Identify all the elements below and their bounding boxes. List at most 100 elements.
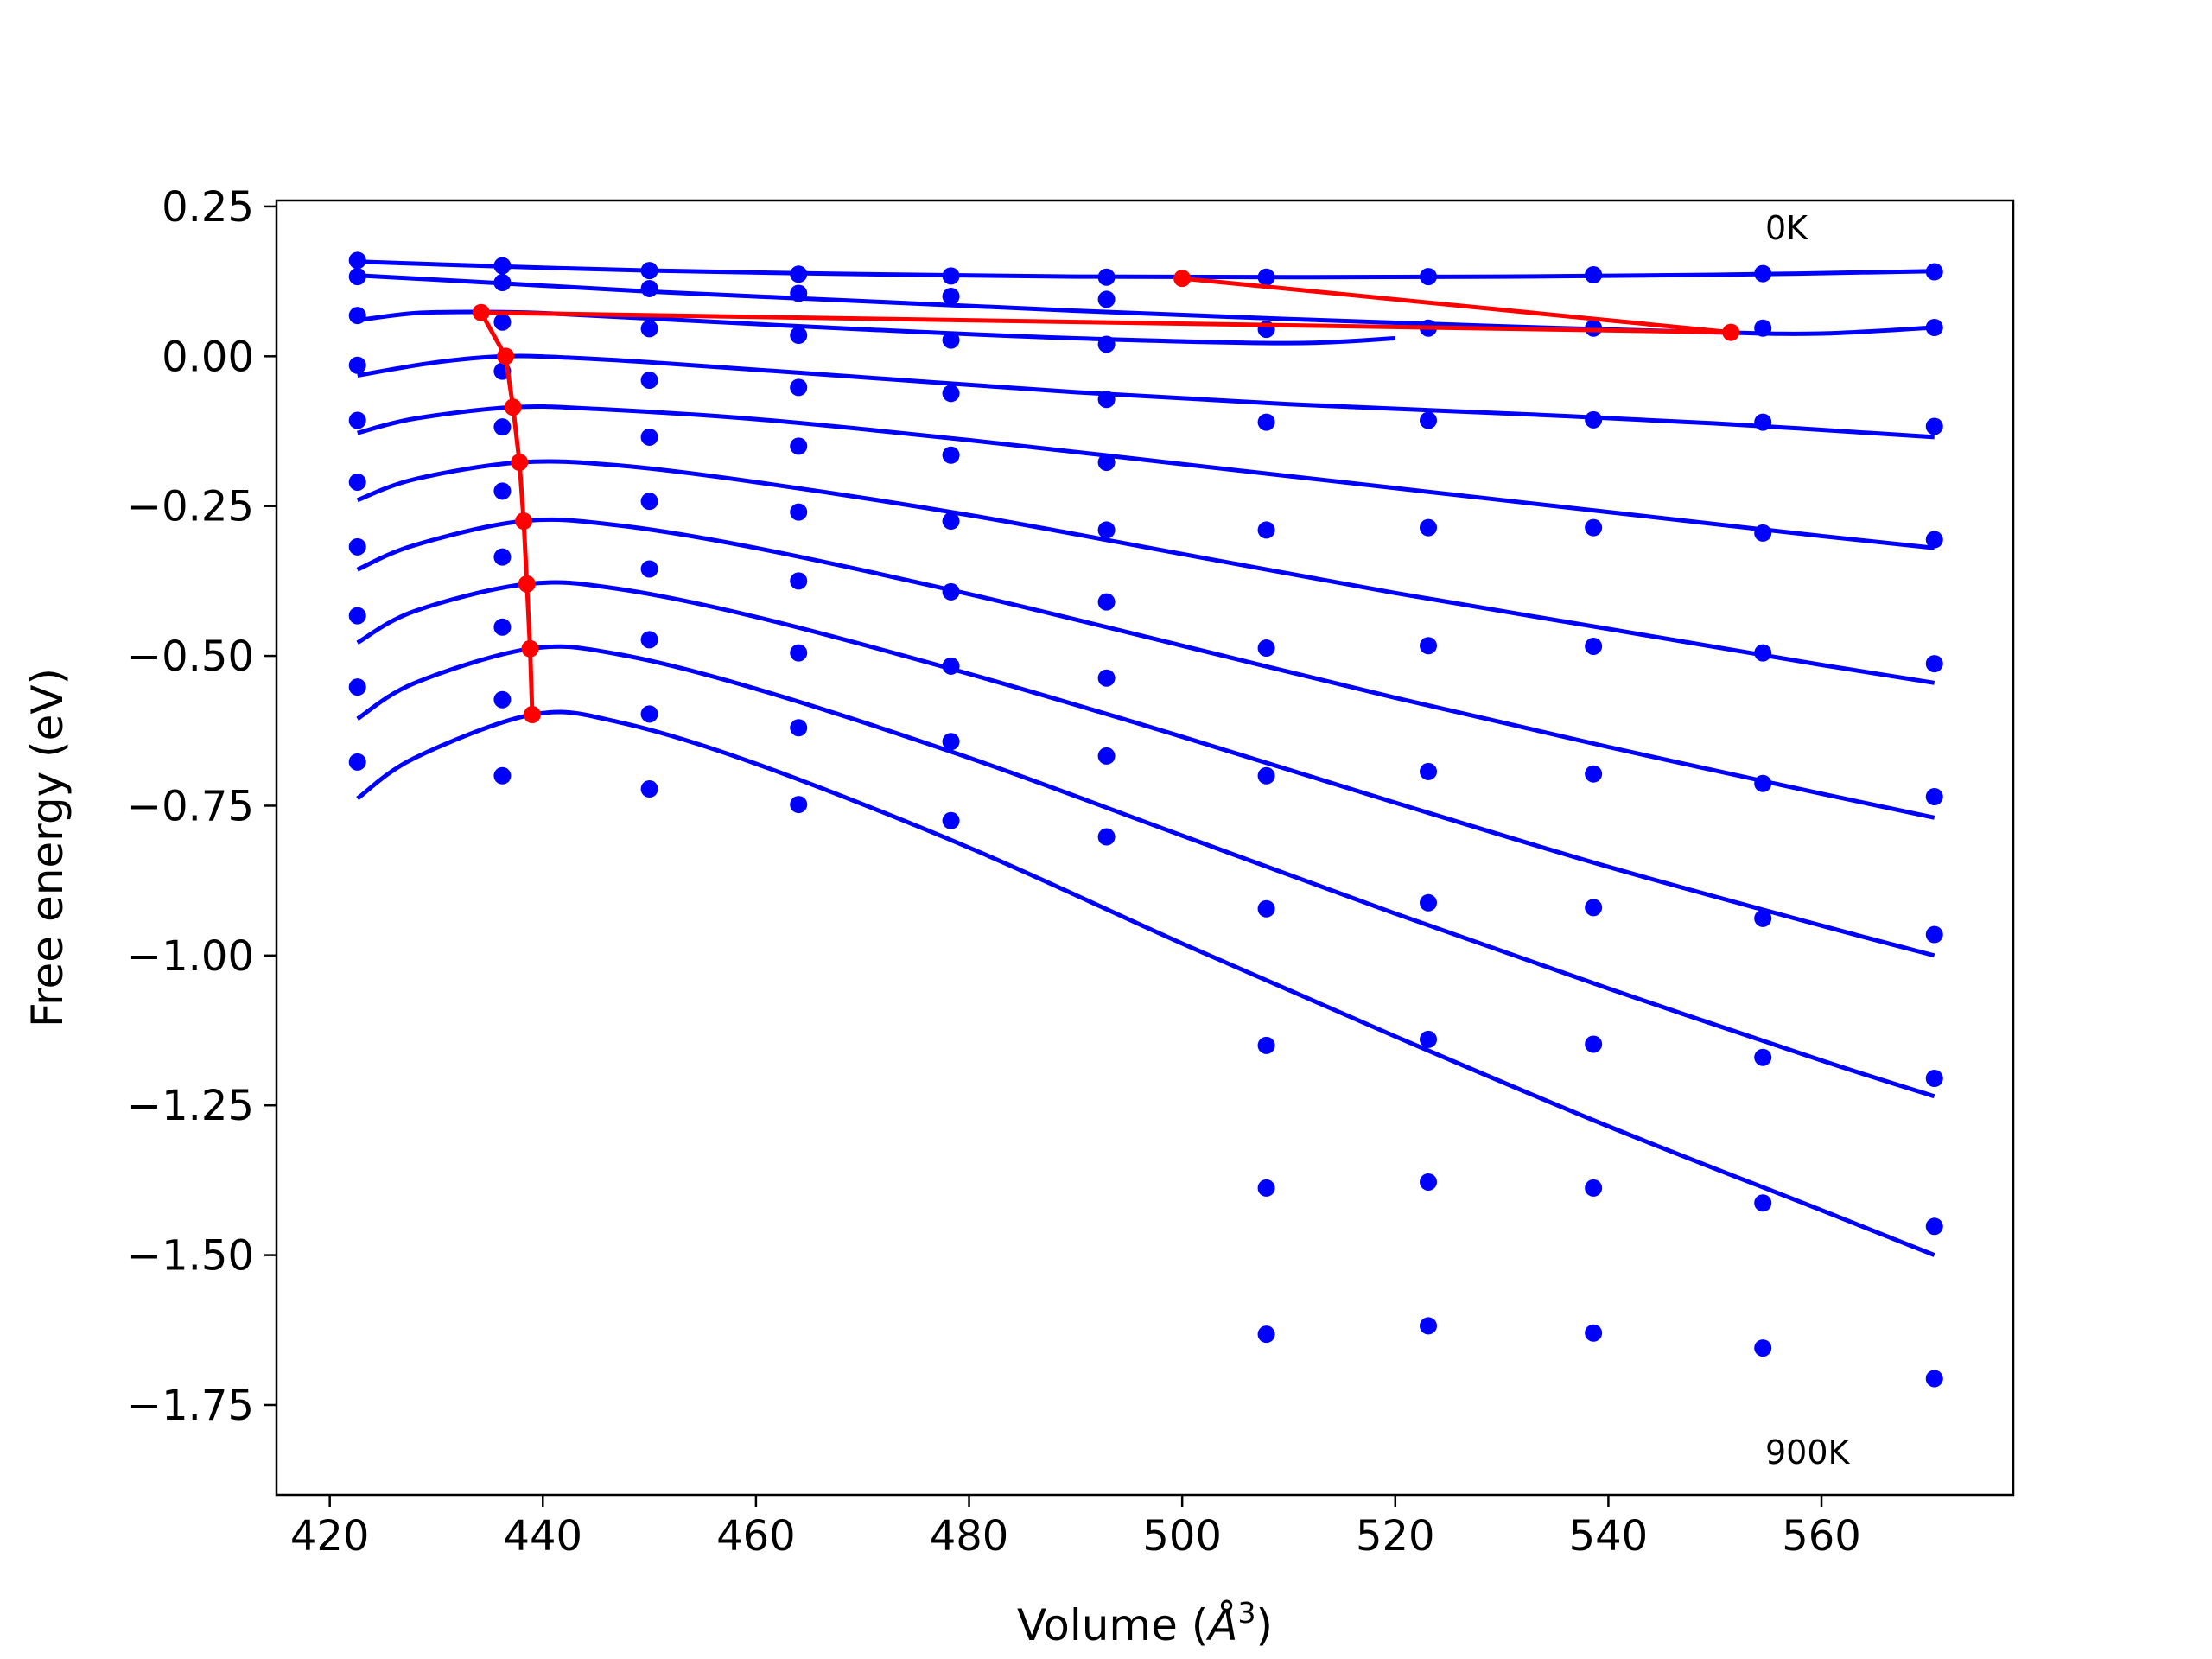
data-point-9-0 <box>348 753 366 771</box>
x-tick-label-460: 460 <box>716 1512 796 1560</box>
y-tick-label-1: 0.00 <box>162 333 254 381</box>
minimum-point-4 <box>504 398 522 416</box>
data-point-3-2 <box>640 372 658 390</box>
y-tick-label-4: −0.75 <box>127 782 254 830</box>
data-point-4-6 <box>1257 639 1275 658</box>
y-tick-label-5: −1.00 <box>127 932 254 981</box>
y-tick-label-2: −0.25 <box>127 483 254 531</box>
data-point-3-9 <box>1754 524 1772 542</box>
data-point-2-10 <box>1925 417 1943 435</box>
fit-curve-0 <box>357 259 1935 280</box>
minimum-point-9 <box>523 706 541 724</box>
data-point-4-2 <box>640 428 658 446</box>
data-point-2-0 <box>348 307 366 325</box>
data-point-5-10 <box>1925 788 1943 806</box>
plot-frame <box>275 199 2015 1497</box>
x-tick-label-560: 560 <box>1782 1512 1861 1560</box>
data-point-5-5 <box>1097 521 1116 539</box>
data-point-4-9 <box>1754 644 1772 662</box>
data-point-0-9 <box>1754 264 1772 283</box>
data-point-3-8 <box>1585 518 1603 537</box>
data-point-9-7 <box>1420 1317 1438 1335</box>
data-point-5-1 <box>493 482 512 500</box>
x-axis-ticks: 420 440 460 480 500 520 540 560 <box>290 1495 1861 1560</box>
data-point-6-8 <box>1585 899 1603 917</box>
data-point-9-2 <box>640 780 658 798</box>
data-point-1-0 <box>348 268 366 286</box>
data-point-2-4 <box>942 331 960 349</box>
data-point-2-6 <box>1257 413 1275 431</box>
data-point-6-0 <box>348 537 366 556</box>
data-point-2-1 <box>493 313 512 331</box>
data-point-7-4 <box>942 657 960 675</box>
data-point-2-5 <box>1097 335 1116 353</box>
data-point-7-9 <box>1754 1048 1772 1066</box>
data-point-0-4 <box>942 267 960 285</box>
data-point-5-4 <box>942 512 960 531</box>
data-point-8-2 <box>640 705 658 723</box>
data-point-8-1 <box>493 690 512 709</box>
data-point-8-8 <box>1585 1179 1603 1197</box>
data-point-2-8 <box>1585 410 1603 429</box>
data-point-9-3 <box>790 796 808 814</box>
data-point-9-5 <box>1097 828 1116 846</box>
minimum-point-1 <box>1722 323 1740 341</box>
data-point-9-9 <box>1754 1339 1772 1357</box>
minimum-point-8 <box>521 639 539 658</box>
data-point-5-7 <box>1420 762 1438 780</box>
data-point-8-4 <box>942 733 960 751</box>
minimum-point-7 <box>518 575 536 593</box>
minimum-point-0 <box>1173 270 1192 288</box>
data-point-0-2 <box>640 262 658 280</box>
data-point-2-2 <box>640 320 658 338</box>
minima-line-1 <box>479 310 1732 715</box>
data-point-1-9 <box>1754 319 1772 337</box>
data-point-9-10 <box>1925 1370 1943 1388</box>
y-axis-ticks: 0.25 0.00 −0.25 −0.50 −0.75 −1.00 −1.25 −1.50 −1… <box>127 183 276 1430</box>
data-point-1-3 <box>790 284 808 302</box>
data-point-4-3 <box>790 437 808 455</box>
x-tick-label-420: 420 <box>290 1512 370 1560</box>
data-point-4-1 <box>493 418 512 436</box>
data-point-3-3 <box>790 378 808 397</box>
data-point-7-8 <box>1585 1035 1603 1053</box>
data-point-5-2 <box>640 493 658 511</box>
data-point-8-6 <box>1257 1179 1275 1197</box>
data-point-8-3 <box>790 719 808 737</box>
data-point-1-1 <box>493 274 512 292</box>
data-point-7-3 <box>790 644 808 662</box>
data-points <box>348 251 1943 1388</box>
data-point-7-6 <box>1257 1036 1275 1054</box>
annotation-900k: 900K <box>1765 1433 1851 1471</box>
annotation-0k: 0K <box>1765 209 1808 247</box>
data-point-6-4 <box>942 582 960 601</box>
data-point-5-3 <box>790 503 808 521</box>
fit-curve-4 <box>357 404 1935 550</box>
data-point-8-7 <box>1420 1173 1438 1191</box>
x-tick-label-440: 440 <box>503 1512 582 1560</box>
data-point-0-5 <box>1097 268 1116 286</box>
y-tick-label-3: −0.50 <box>127 632 254 681</box>
data-point-1-2 <box>640 279 658 297</box>
data-point-7-1 <box>493 618 512 636</box>
x-tick-label-500: 500 <box>1142 1512 1222 1560</box>
y-axis-label: Free energy (eV) <box>22 668 73 1027</box>
x-tick-label-520: 520 <box>1356 1512 1435 1560</box>
fit-curves <box>356 259 1936 1257</box>
data-point-6-10 <box>1925 925 1943 944</box>
data-point-7-2 <box>640 631 658 649</box>
data-point-3-6 <box>1257 521 1275 539</box>
y-tick-label-6: −1.25 <box>127 1082 254 1130</box>
minima-line-0 <box>1181 276 1732 335</box>
data-point-3-7 <box>1420 518 1438 537</box>
data-point-0-8 <box>1585 265 1603 283</box>
fit-curve-2 <box>357 309 1395 346</box>
data-point-7-5 <box>1097 669 1116 687</box>
data-point-3-0 <box>348 356 366 374</box>
data-point-1-4 <box>942 287 960 305</box>
data-point-4-8 <box>1585 637 1603 655</box>
data-point-6-6 <box>1257 899 1275 918</box>
data-point-0-3 <box>790 265 808 283</box>
data-point-9-6 <box>1257 1325 1275 1344</box>
